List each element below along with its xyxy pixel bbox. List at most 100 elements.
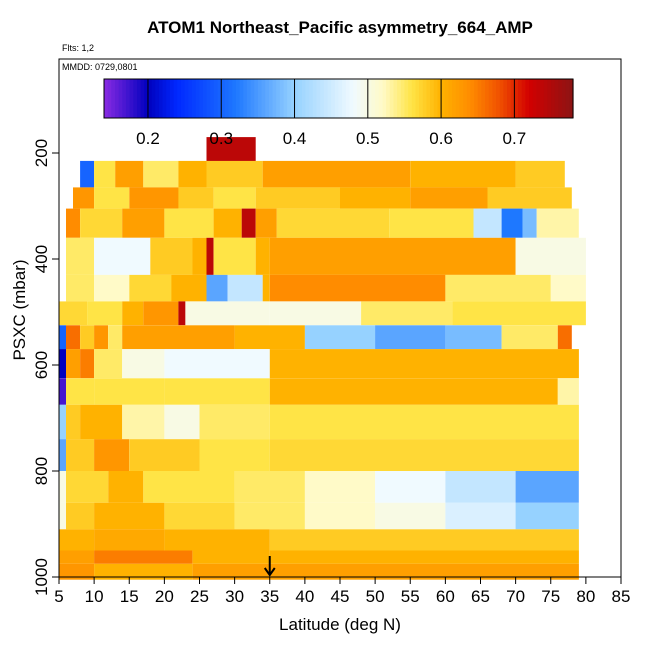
heatmap-cell [361, 301, 453, 326]
colorbar-swatch [569, 79, 574, 118]
colorbar-swatch [287, 79, 292, 118]
colorbar-swatch [367, 79, 373, 118]
heatmap-cell [66, 502, 95, 530]
colorbar-swatch [180, 79, 186, 118]
heatmap-cell [59, 550, 95, 564]
x-axis: 5 10 15 20 25 30 35 40 45 50 55 60 65 70 75 80 85 [54, 577, 630, 606]
heatmap-cell [94, 274, 130, 302]
colorbar-swatch [129, 79, 134, 118]
heatmap-cell [262, 274, 270, 302]
latitude-marker-arrow [263, 556, 276, 577]
heatmap-cell [59, 563, 95, 580]
heatmap-cell [122, 404, 165, 440]
colorbar-swatch [144, 79, 149, 118]
heatmap-cell [122, 349, 165, 379]
heatmap-cell [206, 137, 256, 161]
heatmap-cell [410, 160, 516, 188]
heatmap-cell [164, 529, 270, 551]
colorbar-swatch [349, 79, 354, 118]
heatmap-cell [108, 471, 144, 503]
x-tick-label: 20 [155, 587, 174, 606]
colorbar-swatch [184, 79, 189, 118]
colorbar-swatch [239, 79, 244, 118]
heatmap-cell [59, 301, 88, 326]
heatmap-cell [269, 404, 579, 440]
colorbar-swatch [558, 79, 563, 118]
colorbar-swatch [562, 79, 567, 118]
heatmap-cell [115, 160, 144, 188]
colorbar-swatch [492, 79, 497, 118]
x-tick-label: 85 [612, 587, 631, 606]
colorbar-swatch [408, 79, 413, 118]
colorbar-swatch [364, 79, 369, 118]
y-axis: 200 400 600 800 1000 [32, 139, 59, 596]
colorbar-swatch [320, 79, 325, 118]
x-tick-label: 40 [295, 587, 314, 606]
colorbar-swatch [532, 79, 537, 118]
heatmap-cell [108, 325, 123, 350]
heatmap-cell [66, 349, 80, 379]
colorbar-swatch [485, 79, 490, 118]
colorbar-swatch [125, 79, 131, 118]
colorbar-swatch [499, 79, 504, 118]
colorbar-swatch [323, 79, 329, 118]
heatmap-cell [94, 439, 130, 471]
colorbar-swatch [122, 79, 127, 118]
colorbar-swatch [474, 79, 479, 118]
colorbar-swatch [290, 79, 296, 118]
colorbar-swatch [162, 79, 167, 118]
heatmap-cell [94, 349, 123, 379]
colorbar-frame [103, 78, 574, 119]
heatmap-cell [87, 301, 123, 326]
colorbar-swatch [338, 79, 343, 118]
heatmap-cell [522, 208, 537, 238]
heatmap-cell [66, 378, 95, 405]
heatmap-cell [375, 471, 446, 503]
flights-label: Flts: 1,2 [62, 43, 95, 53]
colorbar-swatch [155, 79, 160, 118]
heatmap-cell [164, 502, 235, 530]
heatmap-cell [66, 237, 95, 275]
heatmap-cell [171, 274, 207, 302]
heatmap-cell [234, 325, 305, 350]
colorbar-swatch [188, 79, 193, 118]
x-tick-label: 45 [331, 587, 350, 606]
y-tick-label: 800 [32, 457, 51, 485]
colorbar-swatch [514, 79, 519, 118]
heatmap-cell [269, 274, 446, 302]
date-label: MMDD: 0729,0801 [62, 62, 138, 72]
heatmap-cell [213, 237, 256, 275]
heatmap-cell [452, 301, 586, 326]
x-tick-label: 75 [541, 587, 560, 606]
heatmap-cell [515, 502, 579, 530]
heatmap-cell [550, 274, 586, 302]
x-tick-label: 60 [436, 587, 455, 606]
colorbar-swatch [177, 79, 182, 118]
colorbar-swatch [279, 79, 285, 118]
colorbar-swatch [430, 79, 435, 118]
heatmap-cell [94, 160, 116, 188]
heatmap-cell [255, 208, 277, 238]
colorbar-swatch [331, 79, 336, 118]
heatmap-cell [234, 502, 305, 530]
heatmap-cell [206, 160, 263, 188]
colorbar-swatch [470, 79, 475, 118]
heatmap-cell [227, 274, 263, 302]
colorbar-swatch [496, 79, 501, 118]
colorbar-swatch [393, 79, 398, 118]
colorbar-swatch [422, 79, 428, 118]
heatmap-cell [94, 502, 165, 530]
colorbar-swatch [169, 79, 175, 118]
heatmap-cell [122, 325, 235, 350]
colorbar-swatch [488, 79, 493, 118]
heatmap-cell [129, 187, 179, 209]
colorbar-swatch [118, 79, 123, 118]
heatmap-cell [94, 325, 109, 350]
x-tick-label: 30 [225, 587, 244, 606]
colorbar-swatch [463, 79, 468, 118]
colorbar-swatch [386, 79, 391, 118]
x-tick-label: 5 [54, 587, 63, 606]
heatmap-cell [178, 187, 214, 209]
colorbar-swatch [272, 79, 277, 118]
colorbar-swatch [312, 79, 318, 118]
